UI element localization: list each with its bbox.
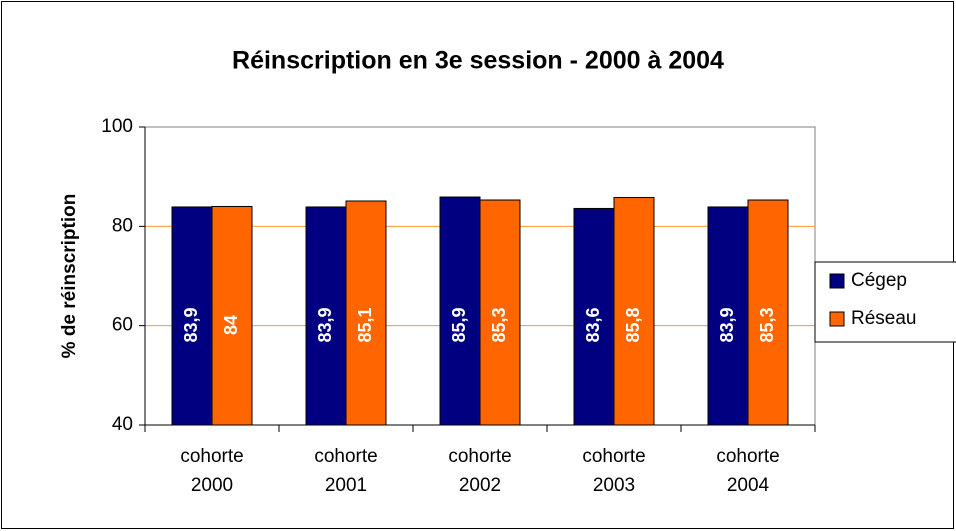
bar — [345, 200, 387, 426]
chart-title: Réinscription en 3e session - 2000 à 200… — [232, 47, 724, 75]
data-label: 83,6 — [583, 307, 603, 342]
data-label: 85,1 — [355, 307, 375, 342]
bar — [171, 206, 213, 426]
y-tick-label: 40 — [112, 414, 133, 435]
x-tick-label: cohorte 2000 — [180, 446, 244, 496]
y-axis-label: % de réinscription — [59, 194, 80, 359]
x-tick-label: cohorte 2001 — [314, 446, 378, 496]
legend-label: Réseau — [851, 308, 917, 329]
data-label: 83,9 — [315, 307, 335, 342]
bar — [439, 196, 481, 426]
data-label: 85,3 — [489, 307, 509, 342]
data-label: 83,9 — [181, 307, 201, 342]
bar — [707, 206, 749, 426]
legend-swatch — [829, 311, 845, 327]
data-label: 83,9 — [717, 307, 737, 342]
data-label: 84 — [221, 315, 241, 335]
y-tick-label: 100 — [101, 116, 133, 137]
legend-label: Cégep — [851, 270, 907, 291]
data-label: 85,9 — [449, 307, 469, 342]
x-tick-label: cohorte 2002 — [448, 446, 512, 496]
bar — [479, 199, 521, 426]
y-tick-label: 80 — [112, 215, 133, 236]
data-label: 85,3 — [757, 307, 777, 342]
bar — [747, 199, 789, 426]
y-tick-label: 60 — [112, 315, 133, 336]
bar — [573, 207, 615, 426]
data-label: 85,8 — [623, 307, 643, 342]
bar — [211, 205, 253, 426]
x-tick-label: cohorte 2004 — [716, 446, 780, 496]
legend-swatch — [829, 273, 845, 289]
bar — [613, 197, 655, 426]
x-tick-label: cohorte 2003 — [582, 446, 646, 496]
